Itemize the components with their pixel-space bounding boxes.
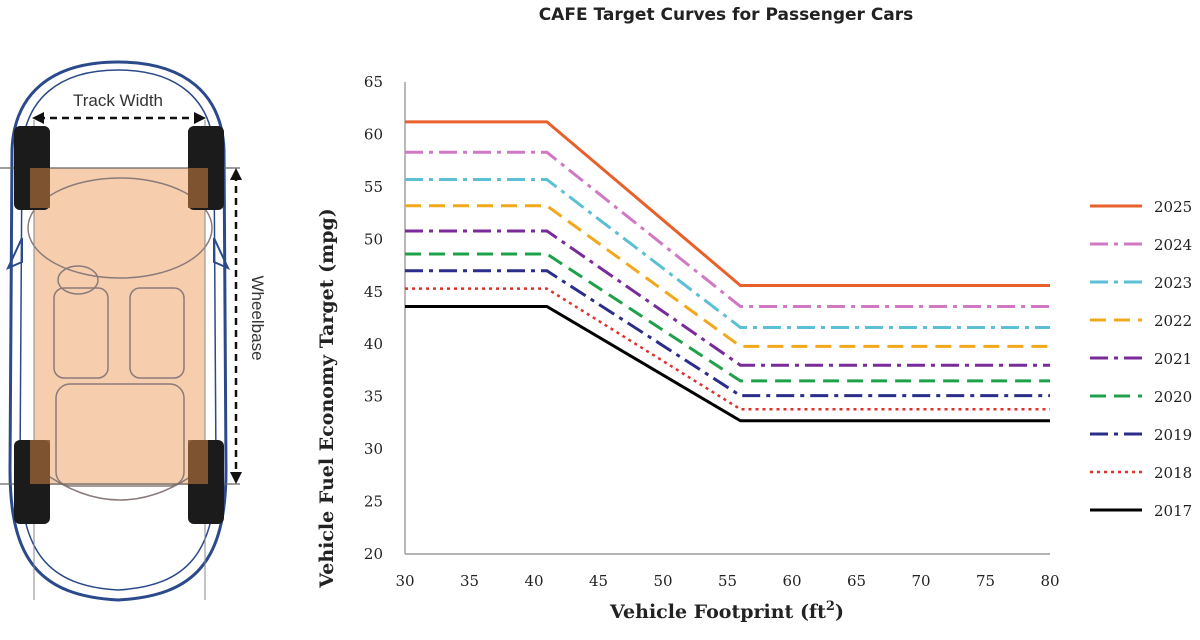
y-tick-label: 55 <box>364 178 383 196</box>
x-tick-labels: 30 35 40 45 50 55 60 65 70 75 80 <box>395 572 1059 590</box>
y-tick-label: 65 <box>364 73 383 91</box>
footprint-area <box>34 168 205 485</box>
x-tick-label: 30 <box>395 572 414 590</box>
y-tick-label: 45 <box>364 283 383 301</box>
x-axis-label-exponent: 2 <box>826 599 835 614</box>
series-line-2025 <box>405 120 1050 287</box>
car-diagram: Track Width Wheelbase <box>0 60 267 602</box>
left-mirror <box>5 237 23 270</box>
rear-seat <box>55 383 185 487</box>
legend-label-2024: 2024 <box>1154 236 1192 254</box>
x-axis-label: Vehicle Footprint (ft2) <box>609 599 844 623</box>
series-lines <box>405 120 1050 423</box>
wheelbase-arrowhead-top <box>230 168 242 180</box>
driver-seat <box>53 287 109 379</box>
front-left-wheel <box>14 126 50 210</box>
legend-label-2019: 2019 <box>1154 426 1192 444</box>
y-axis-label: Vehicle Fuel Economy Target (mpg) <box>316 208 338 589</box>
y-tick-label: 25 <box>364 493 383 511</box>
legend: 2025 2024 2023 2022 2021 2020 2019 2018 2017 <box>1090 198 1192 520</box>
x-tick-label: 35 <box>460 572 479 590</box>
x-tick-label: 40 <box>524 572 543 590</box>
y-tick-label: 60 <box>364 125 383 143</box>
series-line-2019 <box>405 269 1050 398</box>
x-tick-label: 65 <box>847 572 866 590</box>
x-axis-label-main: Vehicle Footprint (ft <box>609 601 826 623</box>
legend-label-2023: 2023 <box>1154 274 1192 292</box>
x-tick-label: 75 <box>976 572 995 590</box>
legend-label-2018: 2018 <box>1154 464 1192 482</box>
chart-title: CAFE Target Curves for Passenger Cars <box>539 5 914 25</box>
legend-label-2020: 2020 <box>1154 388 1192 406</box>
passenger-seat <box>129 287 185 379</box>
legend-label-2022: 2022 <box>1154 312 1192 330</box>
x-tick-label: 55 <box>718 572 737 590</box>
legend-label-2025: 2025 <box>1154 198 1192 216</box>
steering-wheel <box>57 265 99 295</box>
x-tick-label: 70 <box>911 572 930 590</box>
x-tick-label: 80 <box>1040 572 1059 590</box>
wheelbase-arrowhead-bottom <box>230 472 242 484</box>
track-width-arrowhead-left <box>32 112 44 124</box>
y-tick-labels: 20 25 30 35 40 45 50 55 60 65 <box>364 73 383 563</box>
legend-label-2021: 2021 <box>1154 350 1192 368</box>
rear-window <box>39 469 201 501</box>
y-tick-label: 35 <box>364 388 383 406</box>
rear-right-wheel <box>188 440 224 524</box>
y-tick-label: 20 <box>364 545 383 563</box>
chart: CAFE Target Curves for Passenger Cars 20… <box>316 5 1192 623</box>
windshield <box>27 177 213 279</box>
series-line-2024 <box>405 150 1050 308</box>
track-width-label: Track Width <box>73 91 163 110</box>
rear-left-wheel <box>14 440 50 524</box>
series-line-2018 <box>405 287 1050 411</box>
car-body-inner-outline <box>19 69 217 591</box>
track-width-arrowhead-right <box>194 112 206 124</box>
wheelbase-label: Wheelbase <box>248 275 267 360</box>
y-tick-label: 30 <box>364 440 383 458</box>
x-tick-label: 45 <box>589 572 608 590</box>
series-line-2020 <box>405 252 1050 383</box>
x-tick-label: 50 <box>653 572 672 590</box>
series-line-2023 <box>405 178 1050 329</box>
series-line-2021 <box>405 229 1050 367</box>
y-tick-label: 50 <box>364 230 383 248</box>
series-line-2017 <box>405 304 1050 423</box>
x-axis-label-close: ) <box>835 601 844 623</box>
x-tick-label: 60 <box>782 572 801 590</box>
legend-label-2017: 2017 <box>1154 502 1192 520</box>
right-mirror <box>213 237 231 270</box>
front-right-wheel <box>188 126 224 210</box>
car-body-outline <box>8 60 228 602</box>
series-line-2022 <box>405 204 1050 348</box>
y-tick-label: 40 <box>364 335 383 353</box>
